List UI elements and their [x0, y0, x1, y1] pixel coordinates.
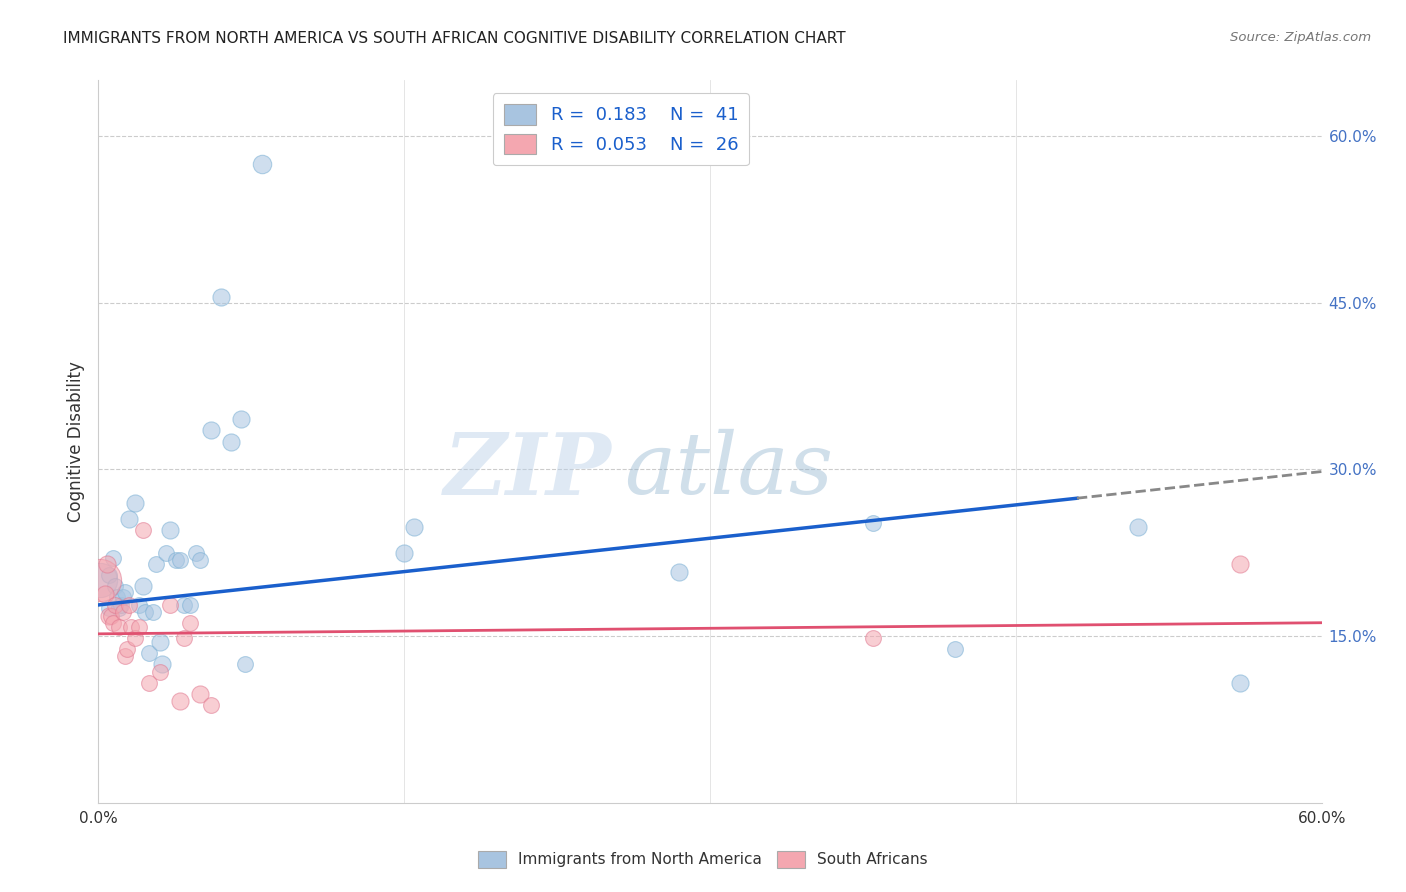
Point — [392, 546, 416, 560]
Point — [104, 598, 127, 612]
Point — [101, 615, 124, 630]
Point — [150, 657, 173, 671]
Point — [105, 590, 128, 604]
Point — [179, 598, 201, 612]
Text: atlas: atlas — [624, 429, 834, 512]
Legend: R =  0.183    N =  41, R =  0.053    N =  26: R = 0.183 N = 41, R = 0.053 N = 26 — [492, 93, 749, 165]
Point — [149, 665, 172, 679]
Point — [404, 520, 426, 534]
Point — [1229, 557, 1251, 571]
Point — [132, 524, 155, 538]
Point — [114, 649, 136, 664]
Point — [128, 598, 150, 612]
Point — [862, 516, 884, 530]
Point — [188, 687, 212, 701]
Point — [89, 574, 111, 588]
Point — [97, 609, 120, 624]
Point — [1128, 520, 1150, 534]
Point — [231, 412, 253, 426]
Point — [186, 546, 208, 560]
Point — [169, 553, 191, 567]
Point — [233, 657, 256, 671]
Text: ZIP: ZIP — [444, 429, 612, 512]
Point — [114, 584, 136, 599]
Point — [93, 587, 115, 601]
Point — [142, 605, 165, 619]
Point — [155, 546, 177, 560]
Point — [97, 568, 120, 582]
Point — [138, 675, 160, 690]
Point — [97, 601, 120, 615]
Point — [159, 598, 181, 612]
Point — [124, 496, 146, 510]
Point — [173, 598, 195, 612]
Point — [159, 524, 181, 538]
Point — [96, 557, 118, 571]
Point — [209, 290, 232, 304]
Text: IMMIGRANTS FROM NORTH AMERICA VS SOUTH AFRICAN COGNITIVE DISABILITY CORRELATION : IMMIGRANTS FROM NORTH AMERICA VS SOUTH A… — [63, 31, 846, 46]
Point — [132, 579, 155, 593]
Point — [145, 557, 167, 571]
Point — [188, 553, 212, 567]
Point — [668, 565, 690, 579]
Point — [134, 605, 156, 619]
Point — [108, 601, 131, 615]
Point — [1229, 675, 1251, 690]
Text: Source: ZipAtlas.com: Source: ZipAtlas.com — [1230, 31, 1371, 45]
Point — [101, 551, 124, 566]
Point — [110, 598, 132, 612]
Point — [200, 698, 222, 712]
Point — [124, 632, 146, 646]
Y-axis label: Cognitive Disability: Cognitive Disability — [66, 361, 84, 522]
Point — [219, 434, 242, 449]
Point — [173, 632, 195, 646]
Point — [118, 512, 141, 526]
Point — [128, 620, 150, 634]
Point — [108, 620, 131, 634]
Point — [138, 646, 160, 660]
Point — [111, 590, 134, 604]
Point — [169, 693, 191, 707]
Point — [149, 634, 172, 648]
Point — [100, 609, 122, 624]
Point — [165, 553, 187, 567]
Point — [943, 642, 966, 657]
Point — [118, 598, 141, 612]
Point — [200, 424, 222, 438]
Point — [179, 615, 201, 630]
Point — [111, 605, 134, 619]
Point — [104, 579, 127, 593]
Point — [89, 574, 111, 588]
Legend: Immigrants from North America, South Africans: Immigrants from North America, South Afr… — [472, 845, 934, 873]
Point — [250, 156, 273, 170]
Point — [862, 632, 884, 646]
Point — [120, 620, 142, 634]
Point — [115, 642, 138, 657]
